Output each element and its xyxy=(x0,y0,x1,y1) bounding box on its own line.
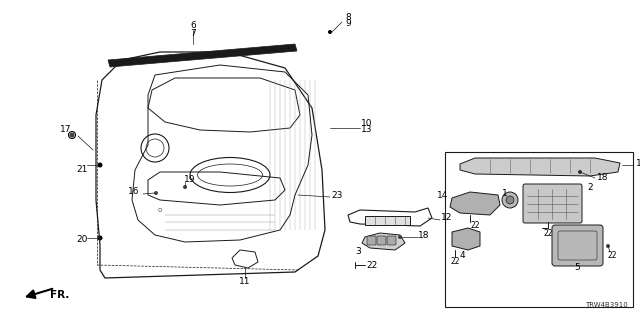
Circle shape xyxy=(606,244,610,248)
Text: TRW4B3910: TRW4B3910 xyxy=(585,302,628,308)
Text: 20: 20 xyxy=(76,236,88,244)
Circle shape xyxy=(328,30,332,34)
Circle shape xyxy=(506,196,514,204)
Circle shape xyxy=(502,192,518,208)
FancyBboxPatch shape xyxy=(387,236,396,245)
Text: 22: 22 xyxy=(543,228,553,237)
Text: 19: 19 xyxy=(184,174,196,183)
Text: 22: 22 xyxy=(607,252,617,260)
Text: 14: 14 xyxy=(436,191,448,201)
Circle shape xyxy=(398,235,402,239)
Text: 15: 15 xyxy=(636,158,640,167)
FancyBboxPatch shape xyxy=(523,184,582,223)
Circle shape xyxy=(97,163,102,167)
Polygon shape xyxy=(450,192,500,215)
FancyBboxPatch shape xyxy=(552,225,603,266)
Bar xyxy=(445,152,633,307)
Text: 11: 11 xyxy=(239,277,251,286)
Circle shape xyxy=(97,236,102,241)
Circle shape xyxy=(154,191,158,195)
Text: FR.: FR. xyxy=(50,290,69,300)
Text: 10: 10 xyxy=(361,118,372,127)
Text: 22: 22 xyxy=(451,257,460,266)
FancyBboxPatch shape xyxy=(365,216,410,225)
Circle shape xyxy=(183,185,187,189)
Polygon shape xyxy=(452,228,480,250)
Polygon shape xyxy=(460,158,620,176)
Text: 9: 9 xyxy=(345,20,351,28)
Text: 4: 4 xyxy=(459,251,465,260)
Text: 5: 5 xyxy=(574,262,580,271)
Text: 18: 18 xyxy=(419,230,429,239)
Text: 22: 22 xyxy=(470,221,480,230)
Circle shape xyxy=(70,132,74,138)
Text: 12: 12 xyxy=(442,213,452,222)
Text: 1: 1 xyxy=(502,188,508,197)
Text: 18: 18 xyxy=(597,173,609,182)
Text: 23: 23 xyxy=(332,190,342,199)
Text: 3: 3 xyxy=(355,247,361,257)
Circle shape xyxy=(578,170,582,174)
Text: 21: 21 xyxy=(76,165,88,174)
Text: 13: 13 xyxy=(361,125,372,134)
Text: 8: 8 xyxy=(345,13,351,22)
FancyBboxPatch shape xyxy=(367,236,376,245)
Polygon shape xyxy=(362,233,405,250)
FancyBboxPatch shape xyxy=(377,236,386,245)
Text: 16: 16 xyxy=(128,188,140,196)
Text: o: o xyxy=(158,207,162,213)
Polygon shape xyxy=(108,44,297,67)
Text: 7: 7 xyxy=(190,28,196,37)
Text: 22: 22 xyxy=(366,260,378,269)
Text: 2: 2 xyxy=(587,183,593,193)
Text: 6: 6 xyxy=(190,21,196,30)
Text: 17: 17 xyxy=(60,125,72,134)
